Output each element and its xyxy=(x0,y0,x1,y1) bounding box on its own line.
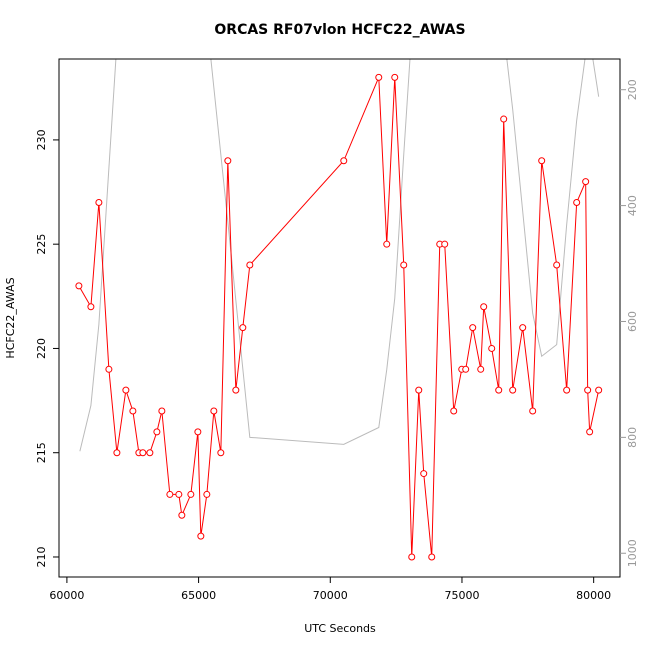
data-point xyxy=(210,407,218,415)
chart-title: ORCAS RF07vlon HCFC22_AWAS xyxy=(214,22,465,38)
data-point xyxy=(584,386,592,394)
plot-area xyxy=(75,59,603,561)
data-point xyxy=(582,178,590,186)
data-point xyxy=(441,240,449,248)
x-tick-label: 70000 xyxy=(313,589,348,602)
data-point xyxy=(500,115,508,123)
data-point xyxy=(139,449,147,457)
data-point xyxy=(187,490,195,498)
x-tick-label: 60000 xyxy=(49,589,84,602)
x-tick-label: 80000 xyxy=(576,589,611,602)
data-point xyxy=(87,303,95,311)
data-point xyxy=(175,490,183,498)
data-point xyxy=(105,365,113,373)
data-point xyxy=(480,303,488,311)
y-tick-label: 230 xyxy=(35,129,48,150)
y2-tick-label: 600 xyxy=(626,311,639,332)
y-tick-label: 220 xyxy=(35,338,48,359)
x-tick-label: 65000 xyxy=(181,589,216,602)
data-line xyxy=(78,77,600,558)
data-point xyxy=(178,511,186,519)
data-point xyxy=(217,449,225,457)
data-point xyxy=(469,324,477,332)
data-line xyxy=(79,59,600,452)
y-tick-label: 225 xyxy=(35,234,48,255)
y2-tick-label: 1000 xyxy=(626,539,639,567)
data-point xyxy=(239,324,247,332)
y2-tick-label: 400 xyxy=(626,195,639,216)
data-point xyxy=(415,386,423,394)
data-point xyxy=(495,386,503,394)
data-point xyxy=(194,428,202,436)
data-point xyxy=(573,198,581,206)
data-point xyxy=(158,407,166,415)
plot-frame xyxy=(58,58,621,578)
data-point xyxy=(246,261,254,269)
data-point xyxy=(519,324,527,332)
data-point xyxy=(383,240,391,248)
data-point xyxy=(113,449,121,457)
data-point xyxy=(462,365,470,373)
data-point xyxy=(203,490,211,498)
data-point xyxy=(129,407,137,415)
data-point xyxy=(400,261,408,269)
data-point xyxy=(563,386,571,394)
data-point xyxy=(153,428,161,436)
x-axis-label: UTC Seconds xyxy=(304,622,376,635)
data-point xyxy=(428,553,436,561)
data-point xyxy=(553,261,561,269)
y-tick-label: 215 xyxy=(35,442,48,463)
data-point xyxy=(408,553,416,561)
y-tick-label: 210 xyxy=(35,546,48,567)
x-tick-label: 75000 xyxy=(444,589,479,602)
data-point xyxy=(595,386,603,394)
data-point xyxy=(586,428,594,436)
data-point xyxy=(509,386,517,394)
data-point xyxy=(391,73,399,81)
data-point xyxy=(538,157,546,165)
data-point xyxy=(95,198,103,206)
data-point xyxy=(375,73,383,81)
data-point xyxy=(232,386,240,394)
data-point xyxy=(197,532,205,540)
data-point xyxy=(477,365,485,373)
data-point xyxy=(488,344,496,352)
data-point xyxy=(529,407,537,415)
data-point xyxy=(224,157,232,165)
data-point xyxy=(146,449,154,457)
data-point xyxy=(122,386,130,394)
y2-tick-label: 200 xyxy=(626,79,639,100)
data-point xyxy=(75,282,83,290)
data-point xyxy=(420,470,428,478)
y-axis-label: HCFC22_AWAS xyxy=(4,277,17,358)
y2-tick-label: 800 xyxy=(626,427,639,448)
data-point xyxy=(450,407,458,415)
data-point xyxy=(340,157,348,165)
data-point xyxy=(166,490,174,498)
